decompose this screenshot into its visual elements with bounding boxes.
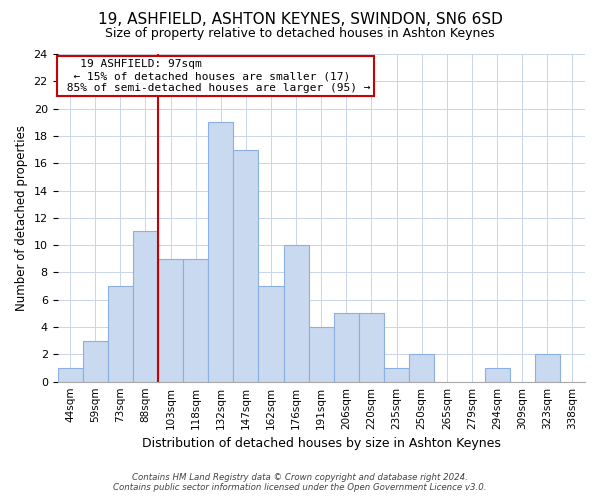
Text: Size of property relative to detached houses in Ashton Keynes: Size of property relative to detached ho… bbox=[105, 28, 495, 40]
Bar bbox=[208, 122, 233, 382]
Bar bbox=[158, 259, 183, 382]
Text: 19 ASHFIELD: 97sqm
  ← 15% of detached houses are smaller (17)
 85% of semi-deta: 19 ASHFIELD: 97sqm ← 15% of detached hou… bbox=[60, 60, 371, 92]
Bar bbox=[334, 314, 359, 382]
Bar bbox=[409, 354, 434, 382]
Bar bbox=[83, 340, 108, 382]
Bar bbox=[108, 286, 133, 382]
X-axis label: Distribution of detached houses by size in Ashton Keynes: Distribution of detached houses by size … bbox=[142, 437, 501, 450]
Bar bbox=[133, 232, 158, 382]
Text: 19, ASHFIELD, ASHTON KEYNES, SWINDON, SN6 6SD: 19, ASHFIELD, ASHTON KEYNES, SWINDON, SN… bbox=[98, 12, 502, 28]
Bar bbox=[309, 327, 334, 382]
Bar bbox=[284, 245, 309, 382]
Bar bbox=[183, 259, 208, 382]
Bar bbox=[384, 368, 409, 382]
Bar bbox=[535, 354, 560, 382]
Y-axis label: Number of detached properties: Number of detached properties bbox=[15, 125, 28, 311]
Bar bbox=[485, 368, 509, 382]
Bar bbox=[359, 314, 384, 382]
Bar bbox=[58, 368, 83, 382]
Bar bbox=[259, 286, 284, 382]
Text: Contains HM Land Registry data © Crown copyright and database right 2024.
Contai: Contains HM Land Registry data © Crown c… bbox=[113, 473, 487, 492]
Bar bbox=[233, 150, 259, 382]
